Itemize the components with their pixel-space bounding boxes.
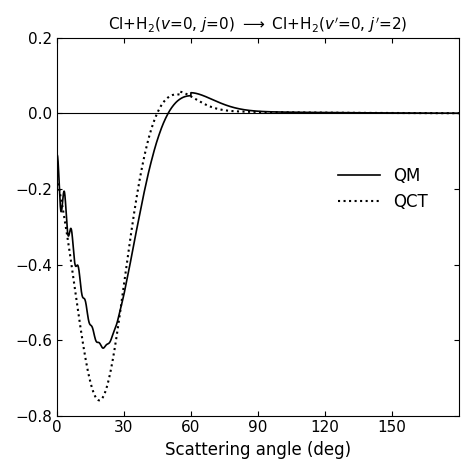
QCT	[177, 89, 183, 94]
QM	[188, 90, 194, 96]
QM	[226, 103, 232, 109]
QM	[54, 154, 60, 159]
Line: QM: QM	[57, 93, 459, 348]
Legend: QM, QCT: QM, QCT	[331, 160, 435, 218]
QM	[100, 345, 106, 351]
QCT	[218, 107, 223, 112]
QCT	[232, 109, 237, 114]
QM	[405, 110, 411, 116]
QM	[209, 96, 214, 102]
QCT	[331, 110, 337, 116]
QM	[456, 110, 462, 116]
QCT	[95, 397, 101, 403]
Line: QCT: QCT	[57, 91, 459, 401]
QCT	[54, 175, 60, 181]
QCT	[456, 110, 462, 116]
QCT	[368, 110, 374, 116]
QCT	[376, 110, 382, 116]
QM	[124, 278, 129, 283]
QM	[448, 110, 454, 116]
QM	[100, 345, 106, 351]
X-axis label: Scattering angle (deg): Scattering angle (deg)	[165, 441, 351, 459]
Title: Cl+H$_2$($v$=0, $j$=0) $\longrightarrow$ Cl+H$_2$($v'$=0, $j'$=2): Cl+H$_2$($v$=0, $j$=0) $\longrightarrow$…	[108, 15, 408, 35]
QCT	[96, 398, 102, 403]
